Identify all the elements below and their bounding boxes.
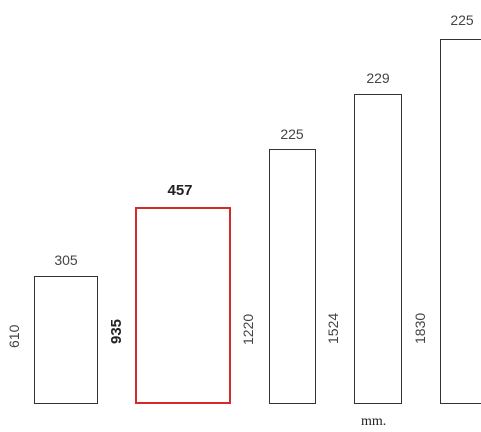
panel-width-label-0: 305 bbox=[54, 252, 78, 268]
panel-width-label-4: 225 bbox=[450, 12, 474, 28]
unit-label: mm. bbox=[361, 414, 387, 429]
panel-rect-1 bbox=[135, 207, 231, 404]
panel-rect-3 bbox=[354, 94, 402, 404]
panel-height-label-2: 1220 bbox=[240, 313, 256, 345]
panel-height-label-4: 1830 bbox=[412, 312, 428, 344]
panel-width-label-1: 457 bbox=[167, 182, 193, 199]
panel-height-label-3: 1524 bbox=[325, 312, 341, 344]
panel-rect-2 bbox=[269, 149, 316, 404]
panel-rect-4 bbox=[440, 39, 481, 404]
panel-rect-0 bbox=[34, 276, 98, 404]
panel-height-label-1: 935 bbox=[108, 318, 125, 344]
panel-width-label-2: 225 bbox=[280, 126, 304, 142]
panel-height-label-0: 610 bbox=[6, 324, 22, 348]
panel-width-label-3: 229 bbox=[366, 70, 390, 86]
